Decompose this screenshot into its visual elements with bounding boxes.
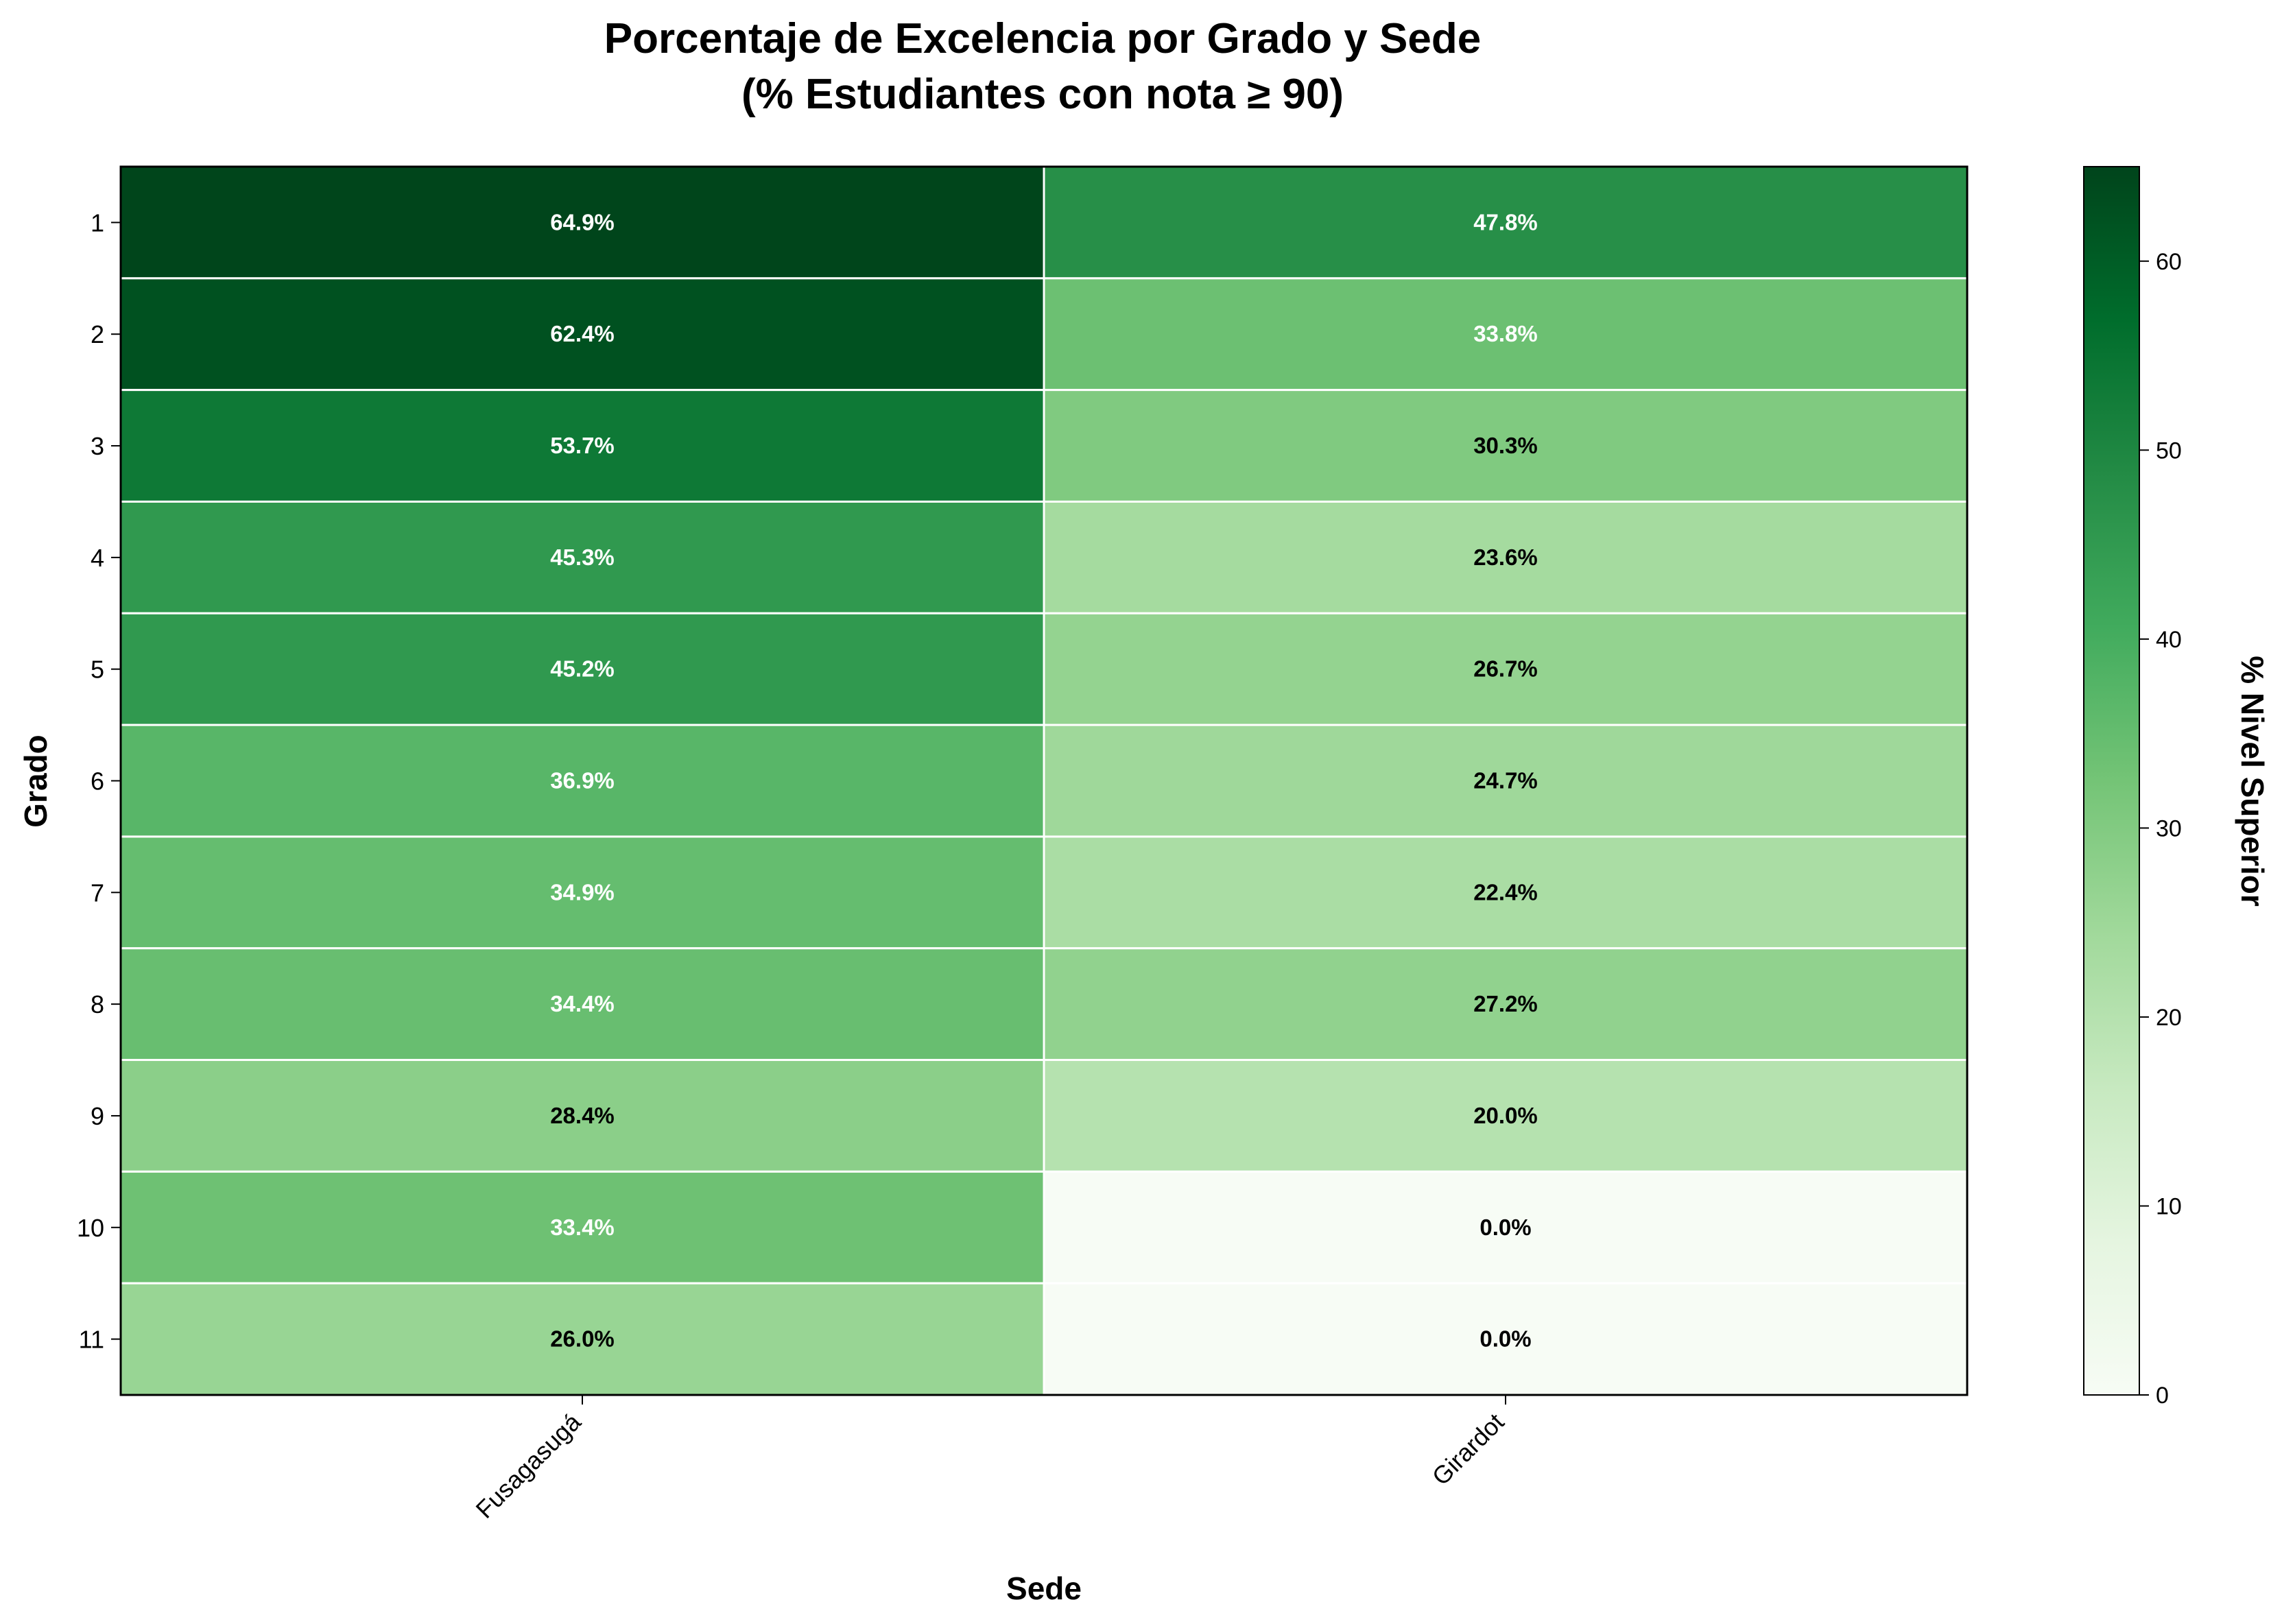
heatmap-cell [1043, 724, 1969, 838]
cell-value-label: 22.4% [1473, 879, 1538, 905]
cell-value-label: 26.7% [1473, 656, 1538, 682]
chart-title-line-1: Porcentaje de Excelencia por Grado y Sed… [604, 15, 1481, 62]
heatmap-cell [119, 947, 1045, 1062]
x-axis-label: Sede [1006, 1571, 1082, 1606]
colorbar [2083, 166, 2140, 1396]
cell-value-label: 0.0% [1479, 1326, 1531, 1352]
heatmap-cell [1043, 1282, 1969, 1396]
cell-value-label: 36.9% [550, 768, 615, 793]
cell-value-label: 53.7% [550, 433, 615, 458]
cell-value-label: 45.3% [550, 545, 615, 570]
cell-value-label: 45.2% [550, 656, 615, 682]
heatmap-cell [119, 835, 1045, 950]
heatmap-cell [1043, 612, 1969, 726]
y-tick-label: 8 [91, 990, 104, 1018]
cell-value-label: 20.0% [1473, 1103, 1538, 1128]
heatmap-cell [1043, 1059, 1969, 1173]
heatmap-cell [119, 1059, 1045, 1173]
y-tick-label: 4 [91, 544, 104, 572]
colorbar-tick-label: 0 [2156, 1383, 2169, 1409]
colorbar-label: % Nivel Superior [2235, 656, 2270, 907]
heatmap-cell [119, 1282, 1045, 1396]
heatmap-cell [1043, 165, 1969, 280]
cell-value-label: 24.7% [1473, 768, 1538, 793]
heatmap-cell [1043, 835, 1969, 950]
colorbar-tick-label: 30 [2156, 815, 2182, 841]
heatmap-cell [1043, 947, 1969, 1062]
heatmap-cell-labels: 64.9% 47.8% 62.4% 33.8% 53.7% 30.3% 45.3% 23.6%… [550, 209, 1538, 1351]
x-tick-label: Fusagasugá [471, 1407, 587, 1524]
y-tick-label: 2 [91, 320, 104, 348]
y-tick-label: 11 [79, 1326, 104, 1354]
cell-value-label: 33.8% [1473, 321, 1538, 346]
colorbar-tick-label: 10 [2156, 1193, 2182, 1219]
colorbar-tick-label: 40 [2156, 627, 2182, 653]
cell-value-label: 23.6% [1473, 545, 1538, 570]
cell-value-label: 26.0% [550, 1326, 615, 1352]
y-tick-label: 9 [91, 1102, 104, 1130]
chart-title-line-2: (% Estudiantes con nota ≥ 90) [741, 71, 1344, 118]
cell-value-label: 28.4% [550, 1103, 615, 1128]
cell-value-label: 33.4% [550, 1215, 615, 1240]
x-axis-ticks: Fusagasugá Girardot [471, 1395, 1510, 1524]
cell-value-label: 0.0% [1479, 1215, 1531, 1240]
heatmap-cell [119, 389, 1045, 503]
heatmap-cell [1043, 389, 1969, 503]
colorbar-tick-label: 60 [2156, 249, 2182, 275]
heatmap-cells [119, 165, 1969, 1396]
cell-value-label: 62.4% [550, 321, 615, 346]
cell-value-label: 30.3% [1473, 433, 1538, 458]
cell-value-label: 47.8% [1473, 209, 1538, 235]
heatmap-cell [119, 165, 1045, 280]
y-tick-label: 6 [91, 767, 104, 796]
y-tick-label: 1 [91, 208, 104, 237]
heatmap-cell [1043, 500, 1969, 614]
cell-value-label: 34.4% [550, 991, 615, 1016]
heatmap-cell [1043, 1170, 1969, 1285]
colorbar-tick-label: 20 [2156, 1005, 2182, 1031]
x-tick-label: Girardot [1427, 1408, 1510, 1491]
cell-value-label: 64.9% [550, 209, 615, 235]
y-axis-label: Grado [18, 735, 54, 827]
heatmap-cell [119, 277, 1045, 392]
cell-value-label: 34.9% [550, 879, 615, 905]
y-tick-label: 5 [91, 656, 104, 684]
y-tick-label: 7 [91, 879, 104, 907]
colorbar-tick-label: 50 [2156, 438, 2182, 464]
cell-value-label: 27.2% [1473, 991, 1538, 1016]
y-tick-label: 10 [77, 1214, 104, 1242]
heatmap-cell [1043, 277, 1969, 392]
heatmap-cell [119, 1170, 1045, 1285]
colorbar-ticks: 0 10 20 30 40 50 60 [2139, 249, 2182, 1409]
y-tick-label: 3 [91, 432, 104, 460]
y-axis-ticks: 1 2 3 4 5 6 7 8 9 10 11 [77, 208, 121, 1354]
